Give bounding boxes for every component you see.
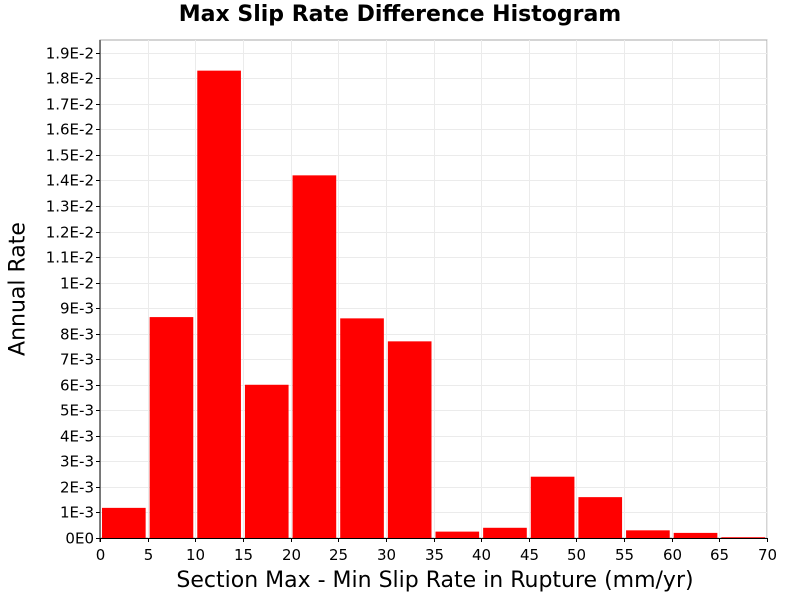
y-tick-label: 1.8E-2 [46, 70, 94, 88]
histogram-bar-40-45 [483, 527, 527, 538]
x-tick-label: 0 [96, 546, 106, 564]
histogram-bar-10-15 [197, 70, 241, 539]
chart-title: Max Slip Rate Difference Histogram [178, 2, 622, 27]
x-tick-label: 25 [329, 546, 348, 564]
histogram-bar-60-65 [673, 532, 718, 538]
y-tick-label: 7E-3 [60, 351, 94, 369]
histogram-bar-55-60 [626, 530, 670, 538]
x-axis-label: Section Max - Min Slip Rate in Rupture (… [176, 568, 694, 593]
x-tick-label: 45 [520, 546, 539, 564]
y-tick-label: 4E-3 [60, 428, 94, 446]
y-tick-label: 1.5E-2 [46, 147, 94, 165]
y-tick-label: 1.7E-2 [46, 96, 94, 114]
histogram-bar-30-35 [387, 341, 432, 538]
x-tick-label: 10 [186, 546, 205, 564]
histogram-bar-35-40 [435, 531, 480, 538]
x-tick-label: 50 [567, 546, 586, 564]
x-tick-labels: 0 5 10 15 20 25 30 35 40 45 50 55 60 65 70 [96, 546, 777, 564]
y-tick-label: 1E-2 [60, 275, 94, 293]
x-tick-label: 70 [758, 546, 777, 564]
histogram-bar-50-55 [578, 497, 623, 538]
y-tick-label: 5E-3 [60, 402, 94, 420]
y-tick-label: 1.2E-2 [46, 224, 94, 242]
y-tick-labels: 0E0 1E-3 2E-3 3E-3 4E-3 5E-3 6E-3 7E-3 8E-3 9E-3 1… [46, 45, 94, 548]
x-tick-label: 15 [234, 546, 253, 564]
x-tick-label: 65 [710, 546, 729, 564]
histogram-bar-0-5 [102, 507, 146, 538]
histogram-bar-15-20 [244, 384, 289, 538]
x-tick-label: 60 [663, 546, 682, 564]
y-tick-label: 8E-3 [60, 326, 94, 344]
y-tick-label: 3E-3 [60, 453, 94, 471]
y-tick-label: 6E-3 [60, 377, 94, 395]
histogram-bar-65-70 [721, 537, 765, 538]
bars-layer [102, 70, 765, 539]
y-tick-label: 1.9E-2 [46, 45, 94, 63]
y-tick-label: 1.1E-2 [46, 249, 94, 267]
histogram-bar-20-25 [292, 175, 337, 538]
y-tick-label: 1E-3 [60, 504, 94, 522]
histogram-bar-25-30 [340, 318, 384, 538]
histogram-bar-45-50 [530, 476, 575, 538]
y-tick-label: 0E0 [65, 530, 94, 548]
x-tick-label: 20 [282, 546, 301, 564]
histogram-bar-5-10 [149, 317, 194, 538]
y-tick-label: 1.6E-2 [46, 121, 94, 139]
x-tick-label: 35 [425, 546, 444, 564]
x-tick-label: 55 [615, 546, 634, 564]
x-tick-label: 30 [377, 546, 396, 564]
y-tick-label: 2E-3 [60, 479, 94, 497]
y-tick-label: 1.3E-2 [46, 198, 94, 216]
axes-layer [96, 40, 768, 542]
y-tick-label: 9E-3 [60, 300, 94, 318]
y-tick-label: 1.4E-2 [46, 172, 94, 190]
x-tick-label: 5 [144, 546, 154, 564]
x-tick-label: 40 [472, 546, 491, 564]
